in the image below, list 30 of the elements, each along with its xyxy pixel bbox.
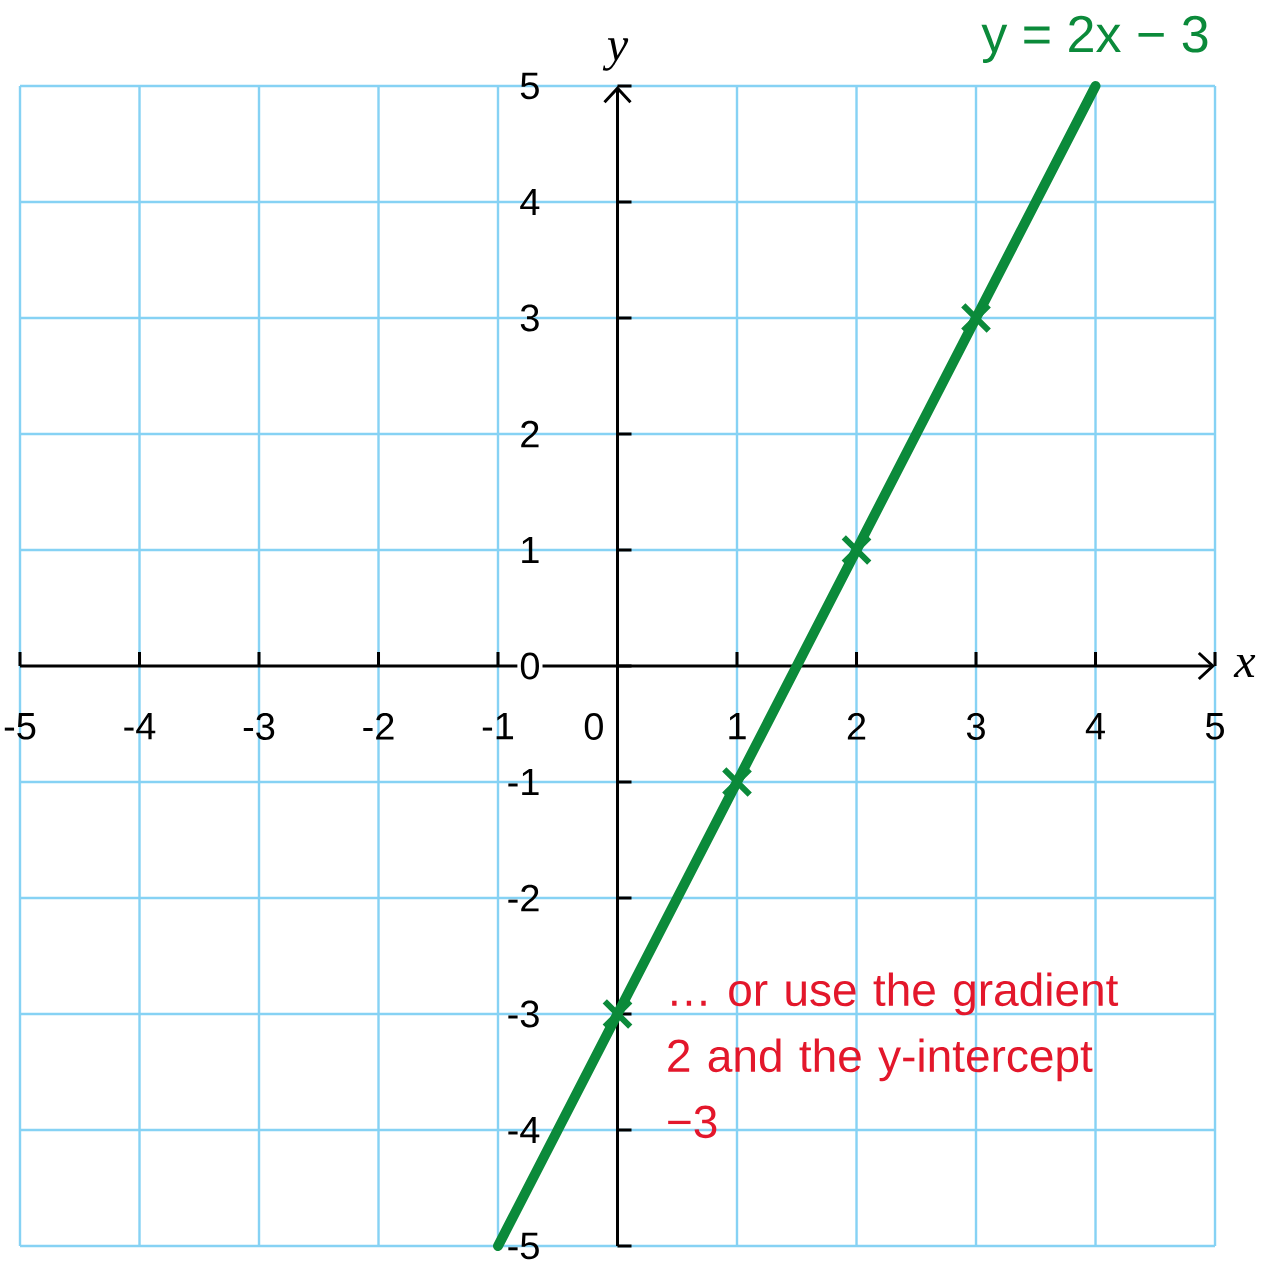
y-axis-title: y <box>602 38 629 71</box>
x-tick-label: 2 <box>847 713 866 740</box>
point <box>840 534 873 566</box>
x-tick-label: -1 <box>482 713 514 740</box>
point <box>601 998 634 1030</box>
series-label: y = 2x − 3 <box>981 15 1208 63</box>
y-tick-label: -2 <box>508 884 539 912</box>
point <box>721 766 753 798</box>
y-tick-label: -5 <box>508 1232 539 1260</box>
x-tick-label: -2 <box>363 713 394 740</box>
x-tick-label: 3 <box>966 713 985 740</box>
x-tick-label: -4 <box>124 713 156 740</box>
x-tick-label: 1 <box>729 713 746 740</box>
y-tick-label: 2 <box>521 420 539 448</box>
y-tick-label: 5 <box>520 72 539 100</box>
y-tick-label: -1 <box>508 768 539 796</box>
y-tick-label: 0 <box>520 652 540 680</box>
y-tick-label: -3 <box>508 1000 539 1028</box>
x-tick-label: 0 <box>584 713 603 740</box>
y-tick-label: 3 <box>520 304 539 332</box>
y-tick-label: -4 <box>508 1116 540 1144</box>
y-tick-label: 4 <box>520 188 540 216</box>
annotation: … or use the gradient 2 and the y-intercept −3 <box>668 972 1119 1139</box>
x-tick-label: 4 <box>1085 713 1105 740</box>
y-tick-label: 1 <box>522 536 539 564</box>
x-tick-label: 5 <box>1205 713 1224 740</box>
x-tick-label: -3 <box>243 713 275 740</box>
point <box>960 302 992 334</box>
x-tick-label: -5 <box>4 713 36 740</box>
x-axis-title: x <box>1233 654 1256 677</box>
